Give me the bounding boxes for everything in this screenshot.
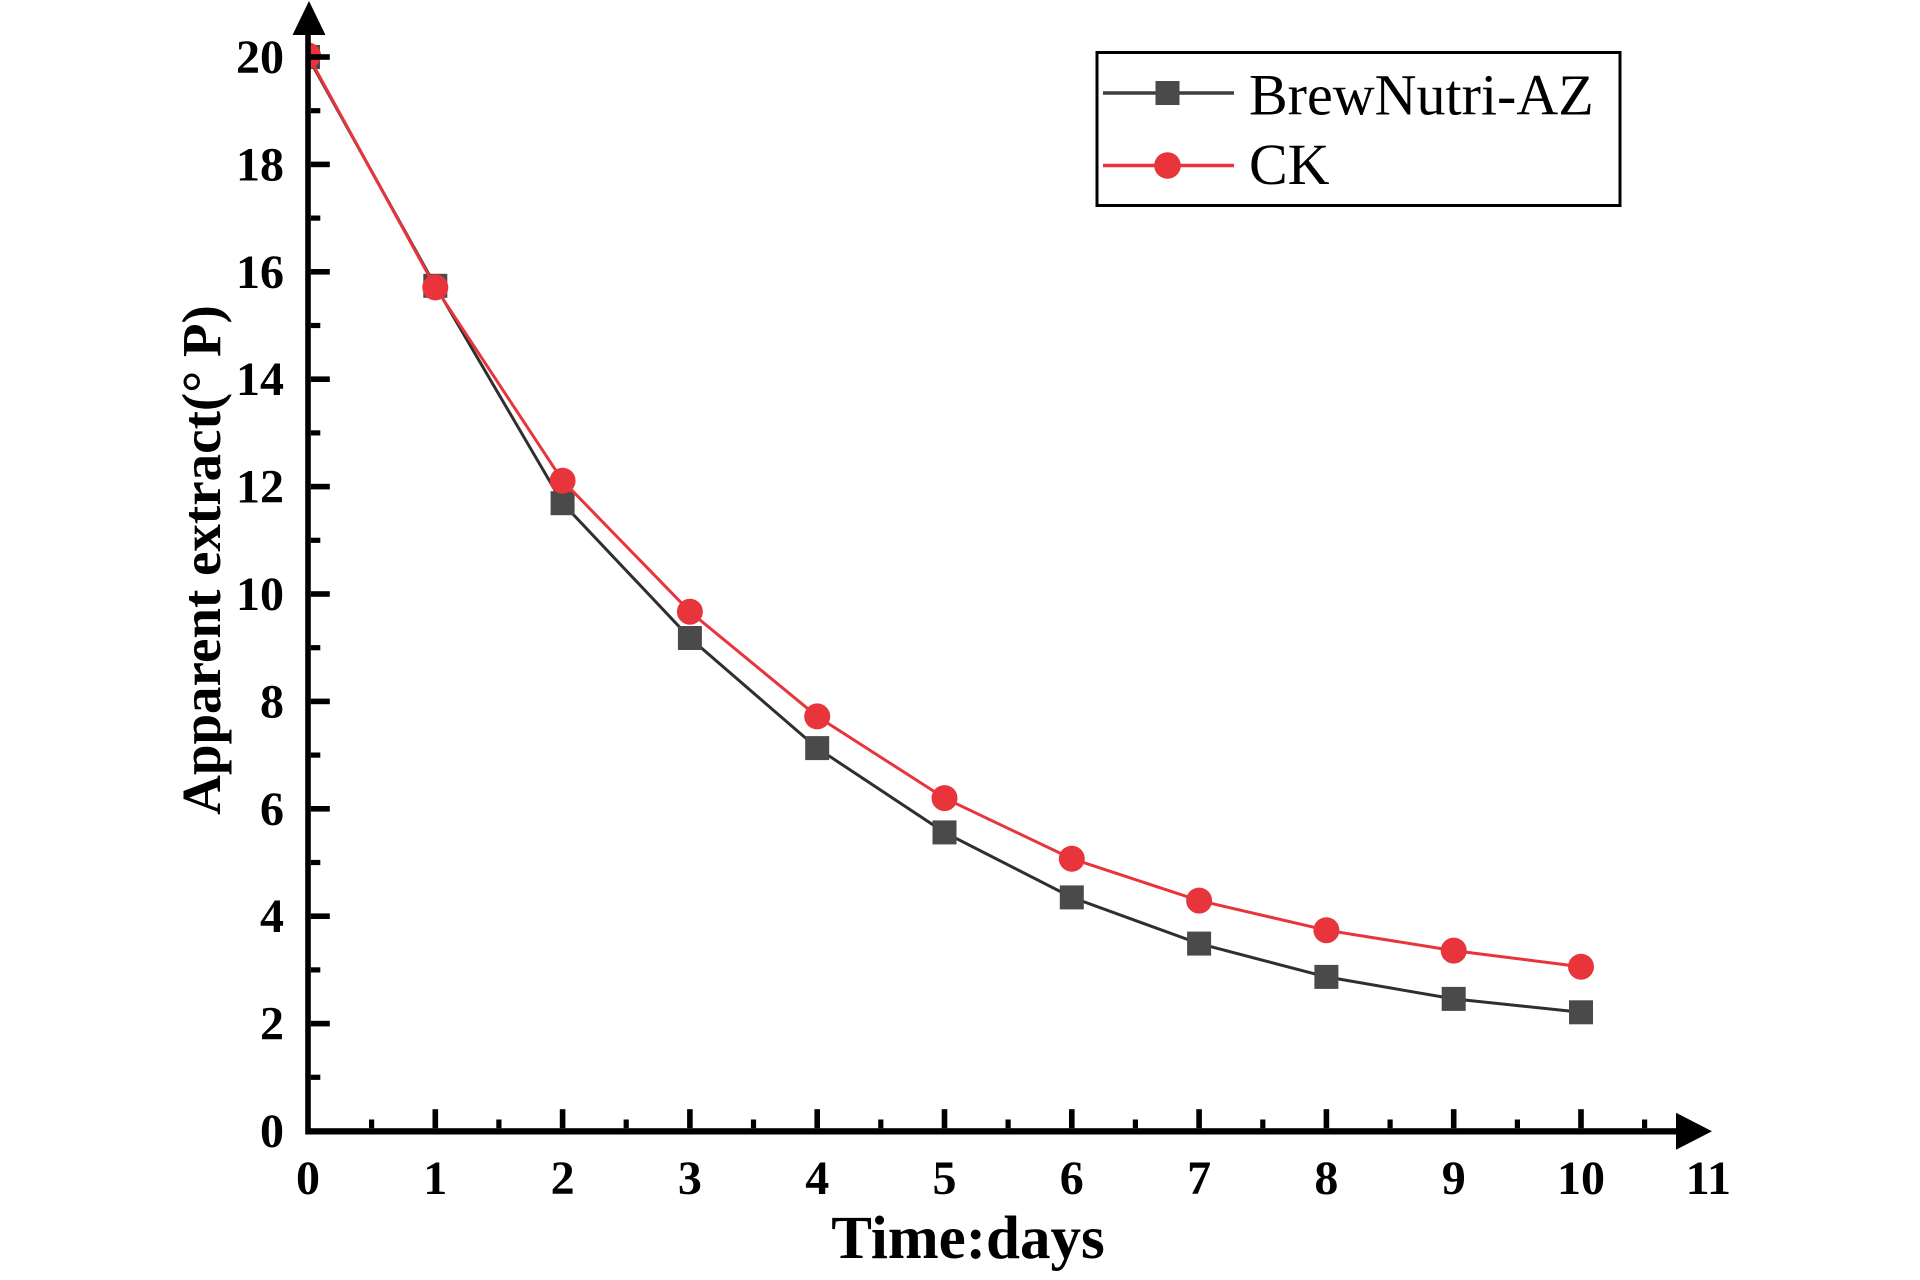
svg-text:16: 16 bbox=[236, 246, 284, 299]
svg-text:Time:days: Time:days bbox=[831, 1205, 1104, 1272]
svg-text:9: 9 bbox=[1442, 1152, 1466, 1205]
svg-text:10: 10 bbox=[236, 568, 284, 621]
svg-text:8: 8 bbox=[260, 675, 284, 728]
svg-text:CK: CK bbox=[1249, 132, 1330, 197]
svg-text:BrewNutri-AZ: BrewNutri-AZ bbox=[1249, 63, 1594, 128]
svg-text:2: 2 bbox=[260, 998, 284, 1051]
svg-text:14: 14 bbox=[236, 353, 284, 406]
svg-text:0: 0 bbox=[260, 1105, 284, 1158]
svg-text:8: 8 bbox=[1314, 1152, 1338, 1205]
svg-text:6: 6 bbox=[1060, 1152, 1084, 1205]
svg-text:20: 20 bbox=[236, 31, 284, 84]
svg-text:0: 0 bbox=[296, 1152, 320, 1205]
svg-text:Apparent extract(° P): Apparent extract(° P) bbox=[171, 305, 232, 815]
svg-text:3: 3 bbox=[678, 1152, 702, 1205]
svg-text:2: 2 bbox=[551, 1152, 575, 1205]
svg-text:10: 10 bbox=[1557, 1152, 1605, 1205]
svg-text:4: 4 bbox=[260, 890, 284, 943]
svg-text:18: 18 bbox=[236, 138, 284, 191]
svg-text:12: 12 bbox=[236, 461, 284, 514]
svg-text:5: 5 bbox=[933, 1152, 957, 1205]
svg-text:7: 7 bbox=[1187, 1152, 1211, 1205]
svg-text:4: 4 bbox=[805, 1152, 829, 1205]
svg-text:11: 11 bbox=[1686, 1152, 1731, 1205]
svg-text:1: 1 bbox=[423, 1152, 447, 1205]
svg-text:6: 6 bbox=[260, 783, 284, 836]
